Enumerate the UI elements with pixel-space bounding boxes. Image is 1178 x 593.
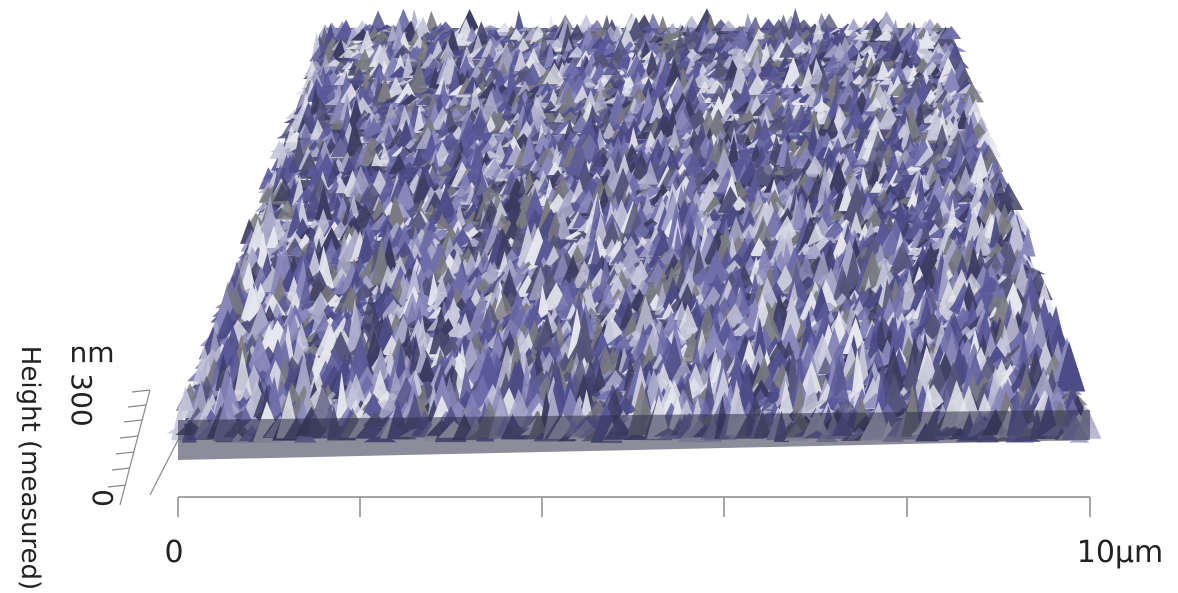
surface-peak	[368, 10, 390, 36]
surface-texture	[166, 8, 1101, 443]
